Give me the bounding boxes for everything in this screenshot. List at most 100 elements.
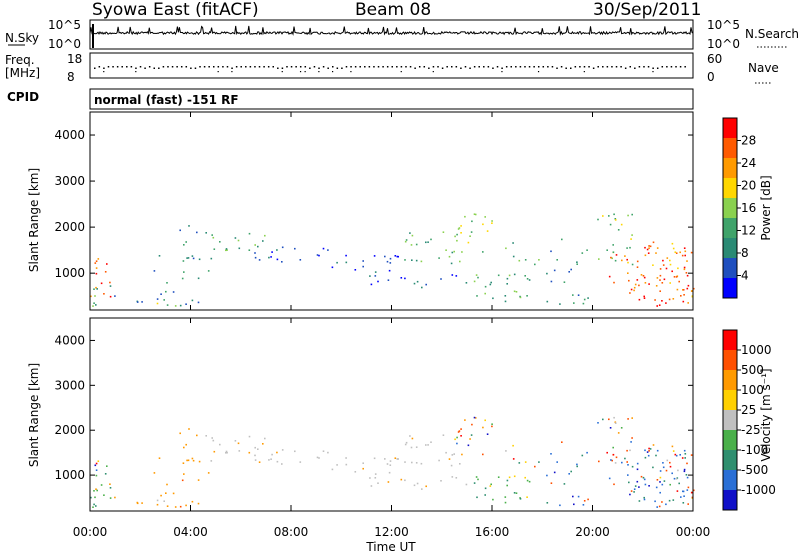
velocity-cell — [225, 452, 227, 454]
velocity-cell — [109, 483, 111, 485]
velocity-cell — [658, 505, 661, 508]
freq-point — [176, 66, 178, 68]
power-cell — [524, 275, 526, 277]
power-cell — [652, 264, 654, 266]
freq-point — [272, 66, 274, 68]
freq-point — [524, 66, 526, 68]
velocity-cell — [415, 446, 418, 448]
velocity-cell — [655, 454, 657, 457]
freq-tick-bottom: 8 — [67, 70, 75, 84]
power-cell — [93, 302, 95, 304]
power-cell — [630, 288, 633, 291]
power-cell — [636, 266, 639, 268]
velocity-cell — [683, 495, 685, 497]
power-cell — [331, 266, 334, 269]
velocity-cell — [561, 441, 563, 443]
power-cell — [425, 283, 427, 286]
freq-point — [679, 66, 682, 68]
velocity-cell — [626, 449, 628, 452]
velocity-cell — [506, 479, 509, 482]
velocity-cell — [671, 445, 674, 448]
velocity-cell — [471, 423, 473, 426]
velocity-cell — [659, 476, 662, 479]
power-cell — [633, 289, 635, 292]
velocity-cell — [207, 472, 210, 474]
power-cell — [141, 301, 143, 303]
power-cell — [454, 235, 456, 238]
power-cell — [573, 302, 575, 304]
power-cell — [172, 291, 175, 293]
power-cell — [163, 299, 165, 301]
power-cell — [482, 251, 484, 253]
freq-point — [226, 66, 229, 68]
power-cell — [258, 259, 261, 261]
power-cell — [506, 277, 509, 280]
power-cell — [649, 245, 652, 248]
power-cell — [405, 239, 408, 241]
colorbar-frame — [722, 329, 738, 511]
power-cell — [631, 263, 634, 266]
power-cell — [504, 295, 507, 297]
velocity-cell — [160, 494, 162, 497]
power-cell — [672, 298, 675, 300]
velocity-cell — [183, 446, 185, 449]
beam-label: Beam 08 — [355, 0, 431, 20]
freq-point — [437, 66, 439, 68]
velocity-cell — [484, 487, 487, 490]
power-cell — [197, 277, 200, 280]
power-cell — [610, 256, 612, 259]
colorbar-segment — [723, 390, 737, 410]
power-cell — [629, 292, 631, 294]
power-cell — [153, 270, 156, 272]
freq-point — [483, 66, 485, 68]
velocity-cell — [276, 451, 278, 454]
velocity-cell — [94, 464, 97, 467]
velocity-cell — [448, 458, 451, 460]
velocity-cell — [644, 449, 646, 452]
velocity-cell — [608, 418, 610, 421]
freq-point — [597, 66, 599, 68]
power-cell — [656, 305, 658, 307]
velocity-cell — [425, 444, 427, 446]
power-cell — [677, 267, 679, 270]
velocity-cell — [581, 454, 584, 457]
colorbar-tick-label: 28 — [741, 134, 756, 148]
nave-point — [304, 71, 306, 73]
power-cell — [576, 261, 578, 263]
power-cell — [97, 258, 100, 260]
power-cell — [451, 274, 454, 276]
velocity-cell — [686, 476, 689, 479]
freq-point — [460, 67, 462, 69]
power-cell — [680, 295, 682, 297]
colorbar-segment — [723, 198, 737, 218]
power-cell — [484, 216, 486, 218]
power-cell — [377, 280, 379, 283]
freq-point — [684, 66, 686, 68]
power-cell — [669, 282, 671, 284]
power-cell — [451, 251, 454, 254]
power-cell — [166, 282, 168, 284]
x-axis-ticks: 00:00 04:00 08:00 12:00 16:00 20:00 00:00 — [73, 112, 710, 539]
freq-point — [231, 67, 233, 69]
power-cell — [95, 304, 97, 306]
nave-tick-top: 60 — [707, 52, 722, 66]
freq-point — [634, 67, 636, 69]
velocity-cell — [617, 432, 620, 434]
velocity-cell — [671, 472, 673, 475]
power-cell — [484, 292, 486, 295]
nsky-trace — [89, 25, 694, 36]
power-cell — [613, 281, 615, 284]
power-cell — [457, 228, 460, 230]
velocity-cell — [416, 482, 419, 485]
velocity-cell — [673, 477, 676, 480]
velocity-cell — [294, 450, 296, 453]
velocity-cell — [621, 461, 623, 464]
freq-point — [290, 66, 293, 68]
velocity-cell — [103, 494, 105, 496]
velocity-cell — [413, 484, 416, 487]
velocity-cell — [583, 500, 586, 502]
power-cell — [276, 249, 278, 251]
power-cell — [655, 252, 657, 254]
velocity-cell — [389, 464, 392, 466]
power-cell — [492, 297, 494, 300]
